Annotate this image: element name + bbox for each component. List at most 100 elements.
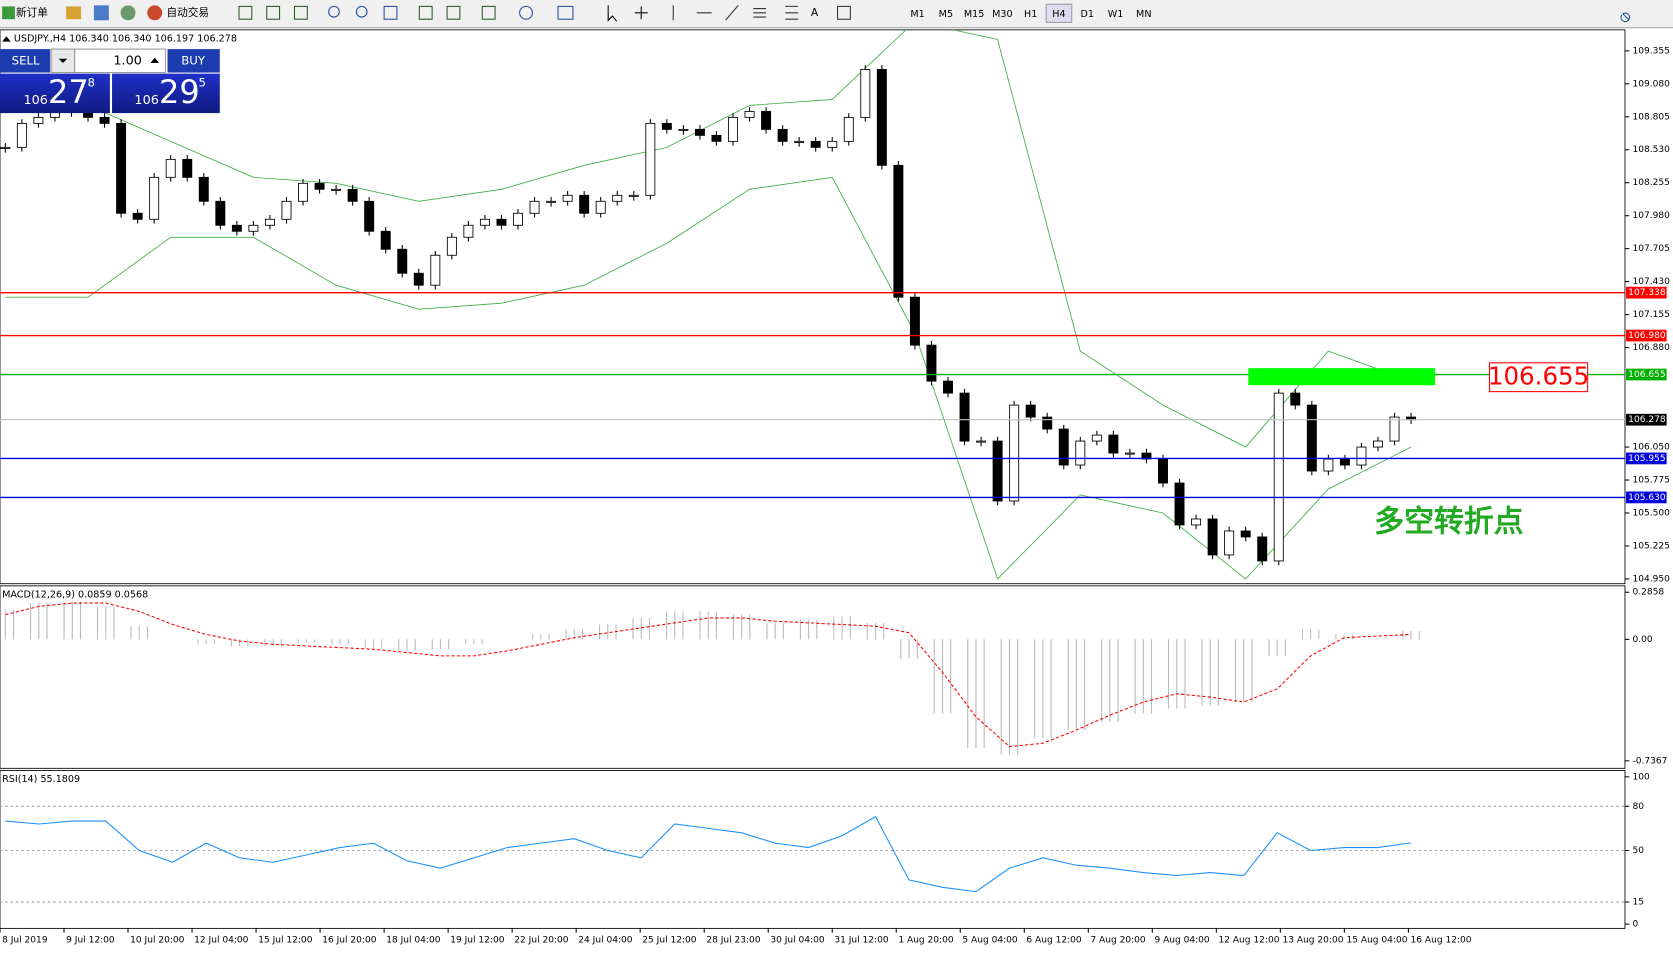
candle [314,182,325,190]
tool[interactable] [383,5,398,20]
candle [678,128,689,131]
ask-main: 29 [159,73,200,111]
y-tick-label: 106.050 [1632,443,1670,453]
y-tick-label: 105.500 [1632,508,1670,518]
candle [1240,530,1251,538]
candle [876,69,887,166]
spin-arrow[interactable] [150,57,159,63]
candle [893,164,904,298]
x-tick-label: 30 Jul 04:00 [770,936,824,946]
timeframe-button[interactable]: M5 [939,9,953,20]
y-tick-label: 108.255 [1632,178,1669,188]
toolbar-tools: A [238,4,1631,23]
y-tick-label: 107.980 [1632,211,1670,221]
text-tool[interactable]: A [811,6,819,19]
x-tick-label: 22 Jul 20:00 [514,936,568,946]
candle [1042,416,1053,430]
ask-box[interactable] [112,73,220,114]
bid-box[interactable] [0,73,110,114]
tool[interactable] [481,5,496,20]
level-label: 106.655 [1628,370,1665,380]
candle [728,116,738,142]
crosshair-tool[interactable] [634,6,648,20]
timeframe-button[interactable]: W1 [1108,9,1124,20]
macd-panel [0,585,1626,769]
tool[interactable] [238,5,253,20]
candle [298,182,308,202]
x-tick-label: 15 Jul 12:00 [258,936,312,946]
x-tick-label: 9 Aug 04:00 [1154,936,1209,946]
candle [513,212,523,226]
timeframe-button[interactable]: M30 [992,9,1012,20]
candle [1174,482,1185,526]
level-tag [1626,491,1667,504]
plot-layer: 109.355 109.080 108.805 108.530 108.255 107.9… [0,29,1670,946]
candle [182,158,193,178]
level-tag [1626,368,1667,381]
candle [1290,392,1301,406]
timeframe-button[interactable]: MN [1136,9,1151,20]
cursor-tool[interactable] [607,5,618,22]
y-tick-label: 15 [1632,898,1644,908]
lot-value[interactable]: 1.00 [113,53,141,68]
candle [711,134,722,142]
buy-label[interactable]: BUY [181,53,206,67]
x-tick-label: 5 Aug 04:00 [962,936,1017,946]
buy-button[interactable] [167,49,220,73]
timeframe-button[interactable]: H1 [1024,9,1037,20]
icon-autotrade[interactable] [147,5,163,21]
timeframe-button[interactable]: M1 [910,9,924,20]
autotrade-button[interactable]: 自动交易 [166,6,209,19]
tool[interactable] [446,5,461,20]
x-tick-label: 9 Jul 12:00 [66,936,115,946]
zoom-in[interactable] [328,5,340,18]
candle [264,218,275,226]
sell-button[interactable] [0,49,51,73]
search[interactable] [1620,12,1631,23]
dropdown-arrow [58,58,68,63]
tool[interactable] [519,5,533,20]
tool[interactable] [266,5,281,20]
zoom-out[interactable] [355,5,368,18]
icon-new-order[interactable] [2,6,15,20]
candle [562,194,573,202]
timeframe-button[interactable]: M15 [964,9,984,20]
candle [132,212,143,220]
line-tools[interactable] [672,4,799,21]
candle [1075,440,1086,466]
y-tick-label: 106.880 [1632,343,1670,353]
candle [1009,404,1020,502]
bid-pip: 8 [87,76,94,90]
candle [1224,530,1235,556]
tool[interactable] [293,5,308,20]
level-tag [1626,286,1667,299]
candle [149,176,160,220]
candle [1389,416,1400,442]
candle [1207,518,1218,556]
candle [1323,458,1334,472]
sell-label[interactable]: SELL [12,53,40,67]
y-tick-label: 108.805 [1632,112,1669,122]
tool[interactable] [557,5,574,20]
lot-input[interactable] [74,48,166,74]
x-tick-label: 28 Jul 23:00 [706,936,760,946]
level-label: 107.338 [1628,288,1666,298]
timeframe-button[interactable]: D1 [1080,9,1093,20]
icon[interactable] [120,5,136,21]
price-panel [0,29,1626,585]
icon[interactable] [93,5,109,21]
candle [397,248,408,274]
candle [413,272,424,286]
candle [694,128,705,136]
timeframe-button[interactable]: H4 [1052,9,1065,20]
trade-panel: SELL 1.00 BUY 106 27 8 106 29 5 [0,48,220,114]
macd-signal [5,602,1412,748]
candle [198,176,209,202]
label-tool[interactable] [837,5,851,20]
x-tick-label: 18 Jul 04:00 [386,936,440,946]
candle [1191,518,1202,526]
tool[interactable] [418,5,433,20]
icon[interactable] [66,6,82,20]
new-order-button[interactable]: 新订单 [16,6,48,19]
